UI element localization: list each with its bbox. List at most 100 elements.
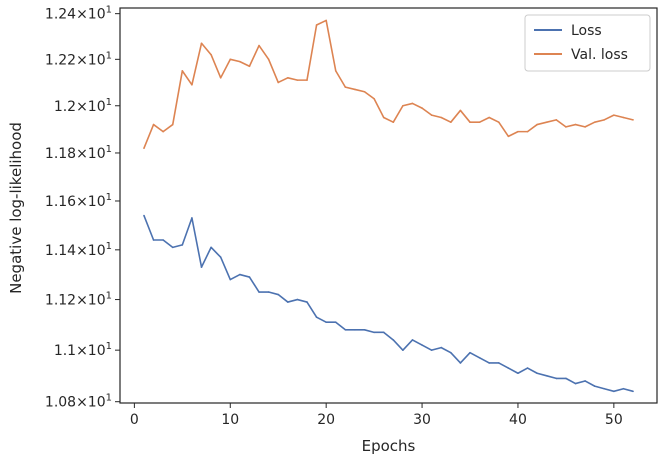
data-point-loss xyxy=(277,293,280,296)
data-point-loss xyxy=(162,239,164,241)
data-point-val-loss xyxy=(210,53,212,56)
data-point-val-loss xyxy=(593,121,596,123)
data-point-loss xyxy=(450,351,452,354)
data-point-loss xyxy=(402,349,404,351)
y-tick-label: 1.12×101 xyxy=(45,291,112,309)
data-point-val-loss xyxy=(411,102,414,105)
data-point-val-loss xyxy=(373,97,375,100)
y-axis-ticks: 1.08×101 1.1×101 1.12×101 1.14×101 1.16×101 1… xyxy=(45,5,120,411)
data-point-val-loss xyxy=(325,19,327,22)
data-point-loss xyxy=(469,351,471,354)
data-point-loss xyxy=(287,301,289,303)
data-point-val-loss xyxy=(382,116,385,119)
data-point-val-loss xyxy=(344,86,347,88)
data-point-val-loss xyxy=(171,123,174,126)
data-point-loss xyxy=(171,246,174,249)
data-point-loss xyxy=(248,276,251,278)
data-point-val-loss xyxy=(469,121,471,123)
series-layer xyxy=(143,19,634,393)
data-point-val-loss xyxy=(526,130,529,133)
data-point-loss xyxy=(584,380,586,382)
data-point-val-loss xyxy=(402,104,404,107)
data-point-loss xyxy=(421,344,423,346)
data-point-loss xyxy=(430,349,433,351)
data-point-val-loss xyxy=(584,126,586,128)
data-point-loss xyxy=(440,346,443,349)
data-point-loss xyxy=(497,362,500,364)
y-tick-label: 1.2×101 xyxy=(54,97,112,115)
x-tick-label: 10 xyxy=(221,412,239,428)
data-point-val-loss xyxy=(258,44,260,47)
data-point-loss xyxy=(229,278,232,281)
data-point-loss xyxy=(555,377,558,380)
x-tick-label: 50 xyxy=(605,412,623,428)
x-axis-label: Epochs xyxy=(362,437,416,455)
data-point-loss xyxy=(574,382,577,385)
data-point-loss xyxy=(219,256,222,259)
data-point-val-loss xyxy=(296,79,299,81)
data-point-val-loss xyxy=(603,119,606,121)
data-point-loss xyxy=(191,217,193,219)
data-point-val-loss xyxy=(632,119,634,121)
data-point-loss xyxy=(143,214,145,217)
data-point-val-loss xyxy=(478,121,481,123)
data-point-loss xyxy=(507,367,510,369)
data-point-val-loss xyxy=(574,123,577,126)
data-point-loss xyxy=(354,329,356,331)
data-point-val-loss xyxy=(200,42,203,45)
data-point-loss xyxy=(315,316,318,318)
data-point-loss xyxy=(565,377,567,380)
data-point-loss xyxy=(459,362,462,364)
data-point-loss xyxy=(622,387,625,390)
data-point-val-loss xyxy=(459,109,462,112)
data-point-loss xyxy=(478,357,481,359)
data-point-loss xyxy=(488,362,490,364)
data-point-val-loss xyxy=(497,121,500,123)
data-point-val-loss xyxy=(440,116,443,119)
data-point-val-loss xyxy=(517,130,519,133)
legend: Loss Val. loss xyxy=(524,14,651,72)
data-point-loss xyxy=(239,273,241,276)
data-point-val-loss xyxy=(181,70,184,72)
series-line-val-loss xyxy=(143,19,634,149)
data-point-loss xyxy=(517,372,519,375)
data-point-val-loss xyxy=(488,116,490,119)
data-point-val-loss xyxy=(450,121,452,123)
data-point-val-loss xyxy=(152,123,155,126)
data-point-loss xyxy=(526,367,529,369)
data-point-val-loss xyxy=(267,58,270,61)
data-point-val-loss xyxy=(392,121,395,123)
data-point-val-loss xyxy=(229,58,232,61)
data-point-val-loss xyxy=(143,147,145,150)
data-point-loss xyxy=(344,329,347,331)
data-point-val-loss xyxy=(315,24,318,26)
data-point-loss xyxy=(258,291,260,293)
data-point-val-loss xyxy=(613,114,615,116)
data-point-loss xyxy=(210,246,212,249)
data-point-val-loss xyxy=(239,60,241,63)
data-point-val-loss xyxy=(191,83,193,86)
x-axis-ticks: 0 10 20 30 40 50 xyxy=(130,403,623,428)
series-line-loss xyxy=(143,215,634,393)
data-point-loss xyxy=(325,321,327,324)
y-tick-label: 1.24×101 xyxy=(45,5,112,23)
data-point-val-loss xyxy=(536,123,538,126)
data-point-val-loss xyxy=(219,77,222,79)
data-point-loss xyxy=(536,372,538,375)
y-tick-label: 1.16×101 xyxy=(45,192,112,210)
data-point-val-loss xyxy=(354,88,356,91)
data-point-val-loss xyxy=(287,77,289,79)
data-point-loss xyxy=(593,385,596,387)
data-point-loss xyxy=(306,301,308,303)
data-point-loss xyxy=(267,291,270,293)
data-point-loss xyxy=(545,375,548,377)
x-tick-label: 0 xyxy=(130,412,139,428)
data-point-loss xyxy=(613,390,615,393)
data-point-val-loss xyxy=(162,130,164,133)
y-tick-label: 1.22×101 xyxy=(45,50,112,68)
data-point-val-loss xyxy=(421,107,423,109)
data-point-loss xyxy=(152,239,155,241)
y-axis-label: Negative log-likelihood xyxy=(7,122,25,294)
data-point-val-loss xyxy=(248,65,251,68)
